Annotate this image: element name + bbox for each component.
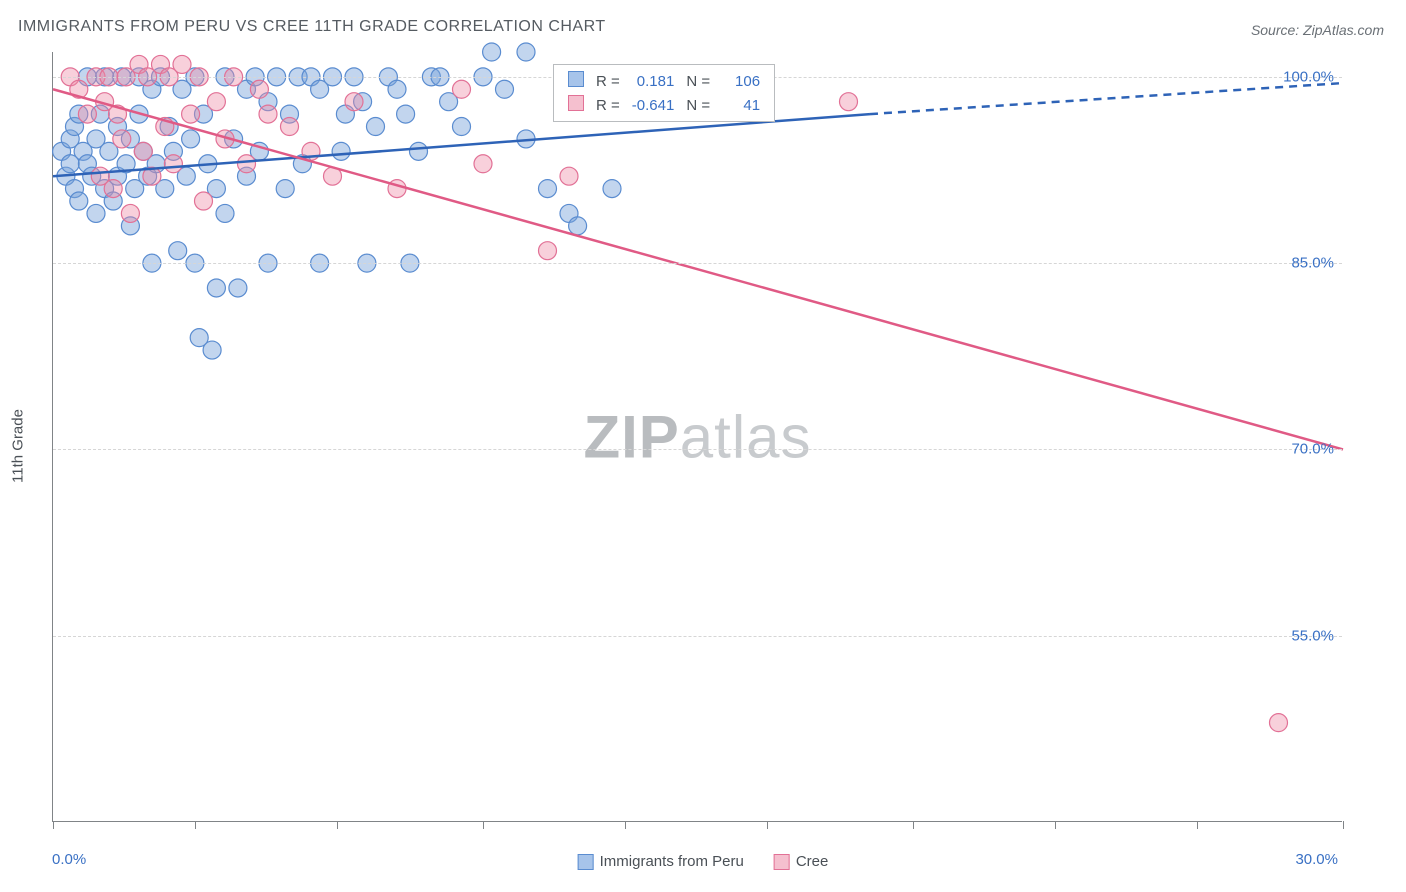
stats-r-value: -0.641 bbox=[626, 93, 681, 117]
x-tick bbox=[1055, 821, 1056, 829]
legend-item: Immigrants from Peru bbox=[578, 853, 744, 870]
data-point bbox=[134, 142, 152, 160]
data-point bbox=[229, 279, 247, 297]
data-point bbox=[367, 118, 385, 136]
data-point bbox=[104, 180, 122, 198]
data-point bbox=[345, 93, 363, 111]
legend-swatch bbox=[578, 854, 594, 870]
data-point bbox=[1270, 714, 1288, 732]
data-point bbox=[410, 142, 428, 160]
data-point bbox=[388, 80, 406, 98]
chart-container: IMMIGRANTS FROM PERU VS CREE 11TH GRADE … bbox=[0, 0, 1406, 892]
x-tick bbox=[913, 821, 914, 829]
data-point bbox=[483, 43, 501, 61]
data-point bbox=[496, 80, 514, 98]
data-point bbox=[840, 93, 858, 111]
stats-r-label: R = bbox=[590, 93, 626, 117]
gridline-h bbox=[53, 449, 1342, 450]
data-point bbox=[113, 130, 131, 148]
legend-item: Cree bbox=[774, 853, 829, 870]
trend-line-dashed bbox=[870, 83, 1343, 114]
stats-r-label: R = bbox=[590, 69, 626, 93]
x-axis-min-label: 0.0% bbox=[52, 851, 86, 868]
legend-swatch bbox=[774, 854, 790, 870]
stats-swatch bbox=[568, 95, 584, 111]
stats-n-value: 106 bbox=[716, 69, 766, 93]
y-tick-label: 85.0% bbox=[1291, 255, 1334, 272]
stats-row: R =0.181N =106 bbox=[562, 69, 766, 93]
data-point bbox=[87, 204, 105, 222]
data-point bbox=[207, 93, 225, 111]
stats-n-label: N = bbox=[680, 93, 716, 117]
data-point bbox=[182, 105, 200, 123]
data-point bbox=[216, 204, 234, 222]
data-point bbox=[207, 279, 225, 297]
data-point bbox=[560, 167, 578, 185]
data-point bbox=[539, 242, 557, 260]
gridline-h bbox=[53, 636, 1342, 637]
data-point bbox=[517, 43, 535, 61]
x-tick bbox=[767, 821, 768, 829]
data-point bbox=[238, 155, 256, 173]
stats-swatch bbox=[568, 71, 584, 87]
data-point bbox=[250, 80, 268, 98]
x-tick bbox=[195, 821, 196, 829]
source-attribution: Source: ZipAtlas.com bbox=[1251, 22, 1384, 38]
data-point bbox=[603, 180, 621, 198]
x-tick bbox=[337, 821, 338, 829]
data-point bbox=[276, 180, 294, 198]
data-point bbox=[332, 142, 350, 160]
data-point bbox=[173, 55, 191, 73]
data-point bbox=[182, 130, 200, 148]
stats-box: R =0.181N =106R =-0.641N =41 bbox=[553, 64, 775, 122]
data-point bbox=[453, 118, 471, 136]
x-axis-max-label: 30.0% bbox=[1295, 851, 1338, 868]
data-point bbox=[259, 105, 277, 123]
trend-line bbox=[53, 89, 1343, 449]
legend-label: Cree bbox=[796, 853, 829, 870]
x-tick bbox=[1343, 821, 1344, 829]
data-point bbox=[164, 155, 182, 173]
legend-label: Immigrants from Peru bbox=[600, 853, 744, 870]
data-point bbox=[453, 80, 471, 98]
chart-title: IMMIGRANTS FROM PERU VS CREE 11TH GRADE … bbox=[18, 18, 606, 36]
data-point bbox=[203, 341, 221, 359]
stats-n-label: N = bbox=[680, 69, 716, 93]
data-point bbox=[474, 155, 492, 173]
data-point bbox=[195, 192, 213, 210]
plot-area: ZIPatlas 100.0%85.0%70.0%55.0%R =0.181N … bbox=[52, 52, 1342, 822]
x-tick bbox=[625, 821, 626, 829]
y-tick-label: 55.0% bbox=[1291, 627, 1334, 644]
stats-r-value: 0.181 bbox=[626, 69, 681, 93]
x-tick bbox=[483, 821, 484, 829]
x-tick bbox=[53, 821, 54, 829]
y-tick-label: 100.0% bbox=[1283, 68, 1334, 85]
data-point bbox=[70, 192, 88, 210]
plot-svg bbox=[53, 52, 1342, 821]
y-axis-title: 11th Grade bbox=[10, 409, 27, 483]
gridline-h bbox=[53, 263, 1342, 264]
data-point bbox=[121, 204, 139, 222]
stats-n-value: 41 bbox=[716, 93, 766, 117]
legend-bottom: Immigrants from Peru Cree bbox=[578, 853, 829, 870]
x-tick bbox=[1197, 821, 1198, 829]
data-point bbox=[539, 180, 557, 198]
data-point bbox=[169, 242, 187, 260]
data-point bbox=[569, 217, 587, 235]
y-tick-label: 70.0% bbox=[1291, 441, 1334, 458]
stats-row: R =-0.641N =41 bbox=[562, 93, 766, 117]
data-point bbox=[281, 118, 299, 136]
data-point bbox=[397, 105, 415, 123]
data-point bbox=[78, 105, 96, 123]
